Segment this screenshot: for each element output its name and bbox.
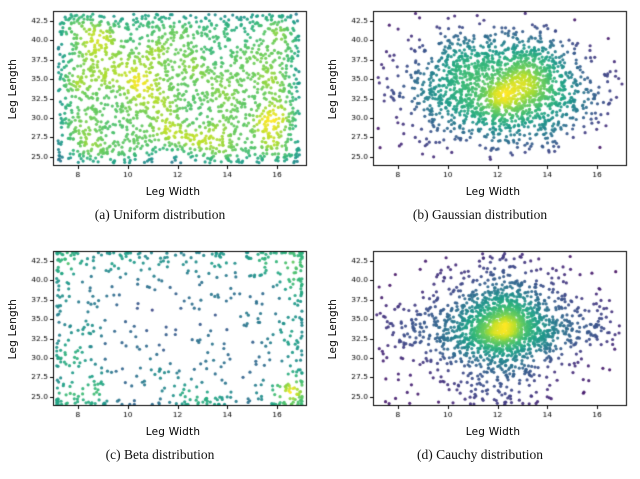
- x-axis-label: Leg Width: [145, 186, 201, 198]
- plot-row: Leg Length: [7, 246, 313, 426]
- subplot-caption: (b) Gaussian distribution: [412, 207, 548, 222]
- subplot-caption: (c) Beta distribution: [105, 447, 215, 462]
- plot-row: Leg Length: [327, 246, 633, 426]
- subplot-gaussian: Leg Length Leg Width (b) Gaussian distri…: [320, 0, 640, 240]
- scatter-canvas-beta: [21, 246, 313, 426]
- scatter-canvas-uniform: [21, 6, 313, 186]
- x-axis-label: Leg Width: [465, 426, 521, 438]
- subplot-caption: (a) Uniform distribution: [94, 207, 226, 222]
- subplot-beta: Leg Length Leg Width (c) Beta distributi…: [0, 240, 320, 479]
- y-axis-label: Leg Length: [327, 298, 339, 360]
- subplot-cauchy: Leg Length Leg Width (d) Cauchy distribu…: [320, 240, 640, 479]
- x-axis-label: Leg Width: [465, 186, 521, 198]
- plot-row: Leg Length: [327, 6, 633, 186]
- subplot-caption: (d) Cauchy distribution: [417, 447, 543, 462]
- scatter-canvas-gaussian: [341, 6, 633, 186]
- subplot-uniform: Leg Length Leg Width (a) Uniform distrib…: [0, 0, 320, 240]
- scatter-canvas-cauchy: [341, 246, 633, 426]
- y-axis-label: Leg Length: [7, 58, 19, 120]
- y-axis-label: Leg Length: [327, 58, 339, 120]
- x-axis-label: Leg Width: [145, 426, 201, 438]
- y-axis-label: Leg Length: [7, 298, 19, 360]
- plot-row: Leg Length: [7, 6, 313, 186]
